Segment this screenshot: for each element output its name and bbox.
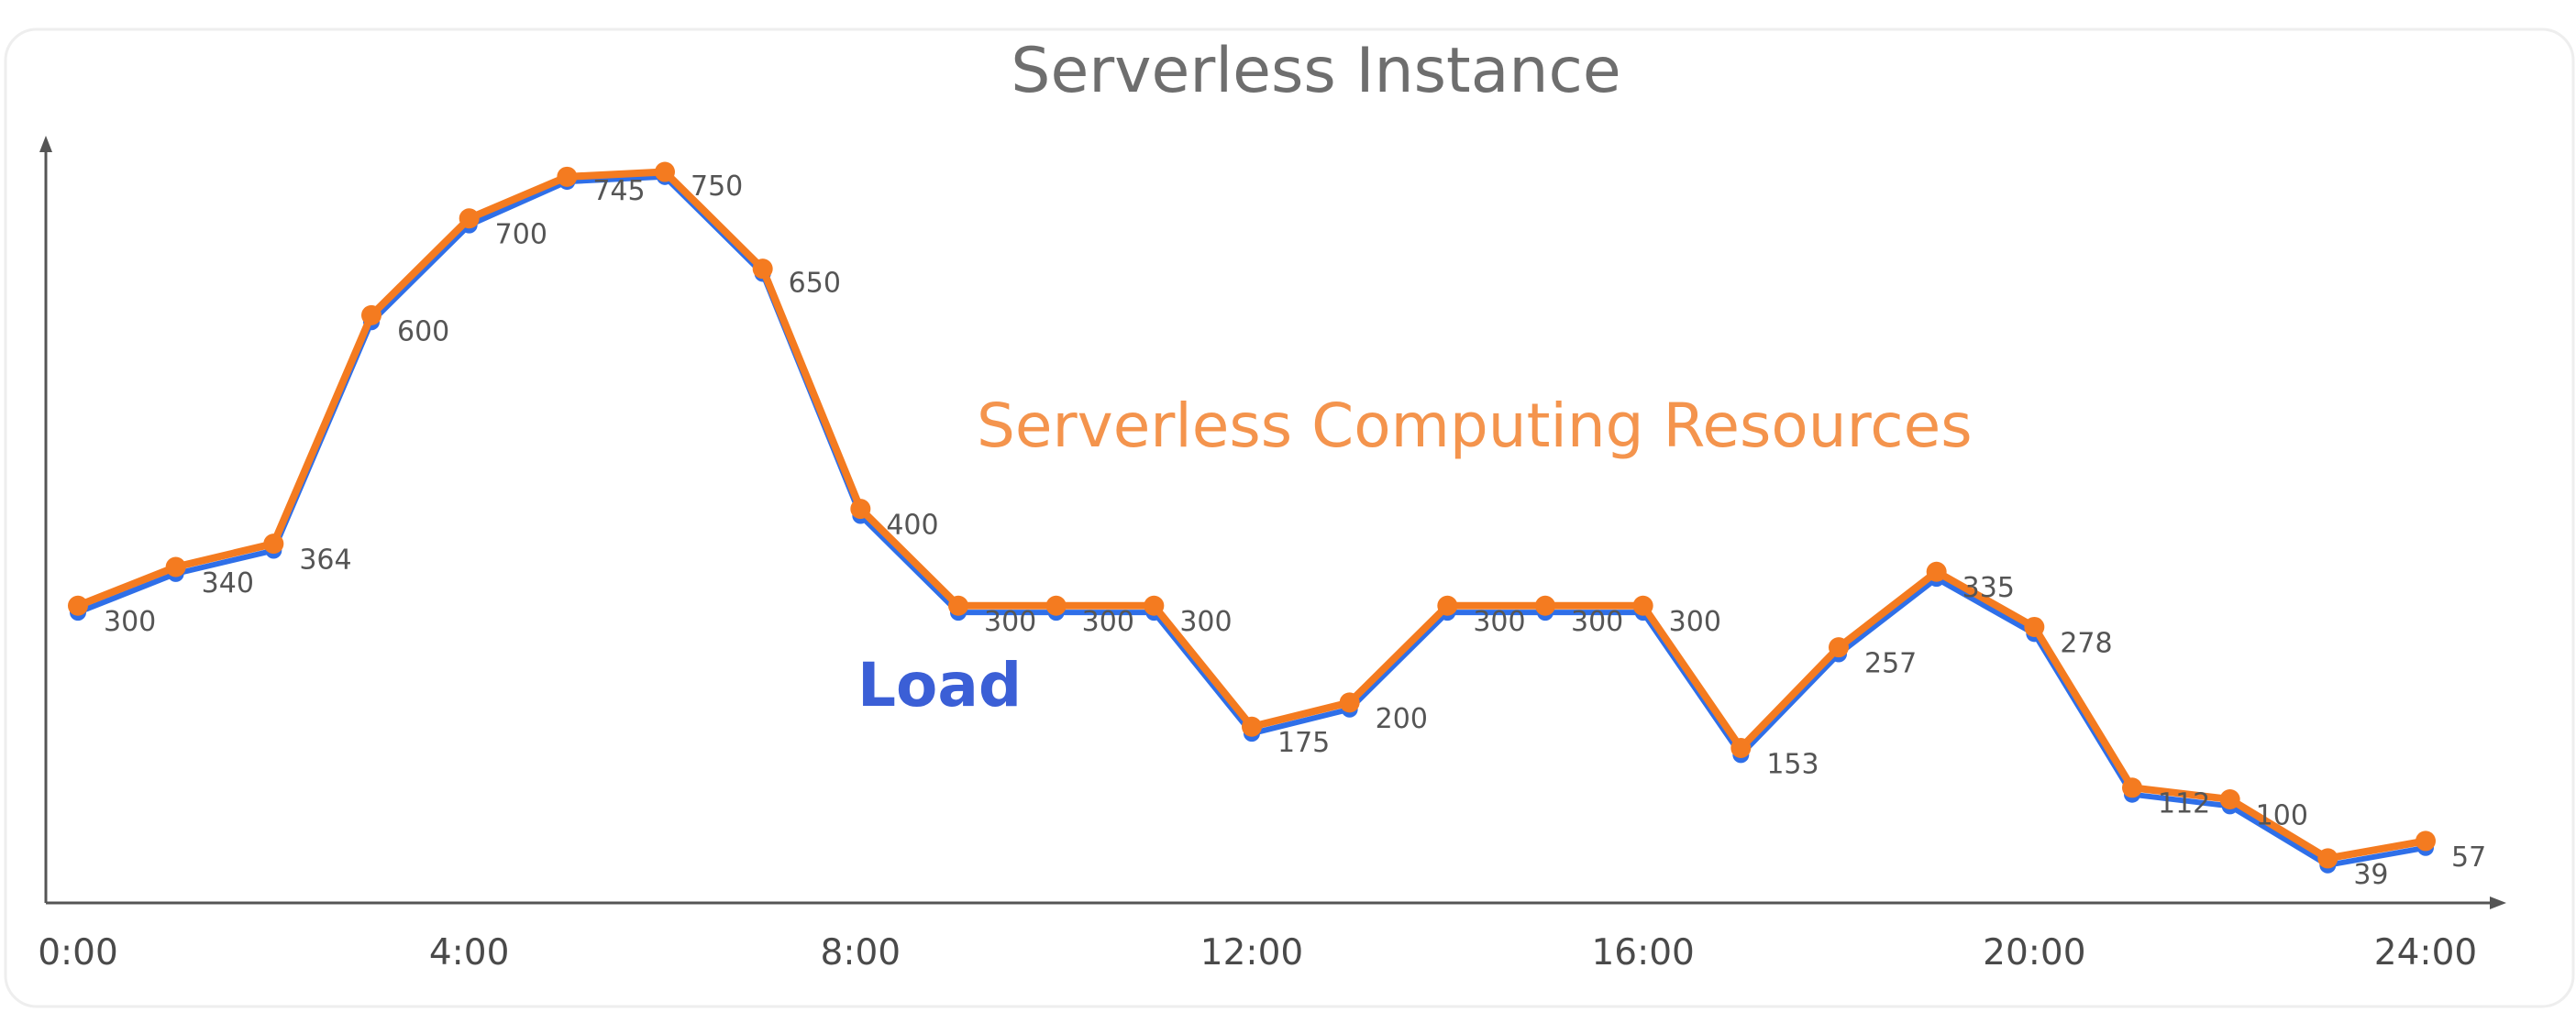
data-point-resources — [1730, 738, 1752, 758]
data-label: 300 — [1669, 606, 1721, 638]
data-point-resources — [165, 556, 186, 578]
y-axis-arrow — [39, 136, 52, 152]
data-point-resources — [1535, 595, 1555, 616]
x-tick-label: 16:00 — [1591, 932, 1694, 974]
data-point-resources — [850, 499, 871, 520]
data-label: 175 — [1277, 727, 1330, 759]
chart-title: Serverless Instance — [1011, 35, 1620, 107]
x-tick-label: 0:00 — [38, 932, 118, 974]
x-axis-arrow — [2490, 896, 2506, 909]
series-lines — [68, 161, 2436, 874]
data-label: 300 — [1571, 606, 1623, 638]
data-point-resources — [2122, 777, 2142, 798]
data-labels: 300 340 364 600 700 745 750 650 400 300 300 300 175 2… — [104, 170, 2486, 891]
data-label: 257 — [1864, 648, 1917, 680]
x-tick-label: 24:00 — [2374, 932, 2477, 974]
data-label: 745 — [592, 175, 645, 207]
data-point-resources — [1632, 595, 1653, 616]
data-point-resources — [948, 595, 968, 616]
chart-background — [4, 28, 2575, 1008]
data-label: 400 — [886, 510, 938, 542]
legend-serverless-computing-resources: Serverless Computing Resources — [977, 390, 1973, 461]
data-label: 112 — [2158, 788, 2210, 820]
data-point-resources — [2219, 788, 2240, 809]
data-label: 200 — [1376, 703, 1428, 735]
data-label: 650 — [789, 267, 841, 299]
data-label: 153 — [1766, 748, 1819, 780]
data-point-resources — [459, 208, 480, 229]
data-label: 300 — [1179, 606, 1232, 638]
data-label: 39 — [2353, 859, 2388, 891]
legend-load: Load — [857, 650, 1022, 720]
data-point-resources — [68, 595, 88, 616]
data-label: 700 — [495, 219, 547, 251]
data-point-resources — [361, 304, 381, 325]
data-point-resources — [655, 161, 675, 182]
data-label: 600 — [397, 315, 449, 347]
data-label: 340 — [202, 567, 254, 600]
x-tick-label: 12:00 — [1200, 932, 1303, 974]
data-point-resources — [1926, 561, 1947, 582]
x-tick-label: 8:00 — [821, 932, 901, 974]
data-point-resources — [1437, 595, 1458, 616]
data-label: 278 — [2060, 627, 2112, 659]
data-point-resources — [1045, 595, 1067, 616]
data-label: 300 — [104, 606, 156, 638]
x-tick-label: 20:00 — [1983, 932, 2085, 974]
data-point-resources — [1829, 637, 1849, 658]
data-point-resources — [1339, 692, 1360, 713]
data-label: 57 — [2451, 842, 2486, 874]
data-point-resources — [1242, 716, 1262, 737]
data-label: 335 — [1962, 572, 2015, 604]
data-point-resources — [2317, 848, 2338, 869]
data-point-resources — [2024, 616, 2045, 637]
data-point-resources — [1144, 595, 1165, 616]
data-label: 750 — [691, 170, 743, 203]
data-point-resources — [752, 258, 773, 280]
x-tick-label: 4:00 — [429, 932, 510, 974]
axes — [39, 136, 2506, 909]
data-label: 364 — [299, 544, 351, 577]
data-point-resources — [2416, 830, 2436, 852]
data-label: 300 — [984, 606, 1036, 638]
data-label: 100 — [2256, 799, 2308, 831]
data-label: 300 — [1473, 606, 1525, 638]
data-point-resources — [263, 534, 284, 555]
data-point-resources — [557, 166, 578, 187]
data-label: 300 — [1082, 606, 1134, 638]
x-tick-labels: 0:00 4:00 8:00 12:00 16:00 20:00 24:00 — [38, 932, 2477, 974]
